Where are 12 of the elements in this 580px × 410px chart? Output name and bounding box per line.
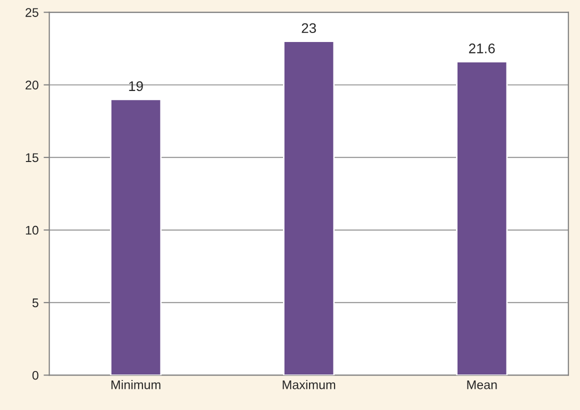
y-tick-label: 15 <box>26 153 38 162</box>
x-tick-label: Minimum <box>111 380 160 390</box>
x-tick-label: Maximum <box>282 380 336 390</box>
data-label: 19 <box>129 81 143 92</box>
data-label: 21.6 <box>469 44 495 54</box>
y-tick-label: 20 <box>26 80 38 90</box>
data-label: 23 <box>302 23 316 34</box>
x-tick-label: Mean <box>467 380 497 390</box>
y-tick-label: 0 <box>32 370 38 380</box>
y-tick-label: 5 <box>32 298 38 308</box>
y-tick-label: 10 <box>26 226 38 235</box>
y-tick-label: 25 <box>26 8 38 17</box>
